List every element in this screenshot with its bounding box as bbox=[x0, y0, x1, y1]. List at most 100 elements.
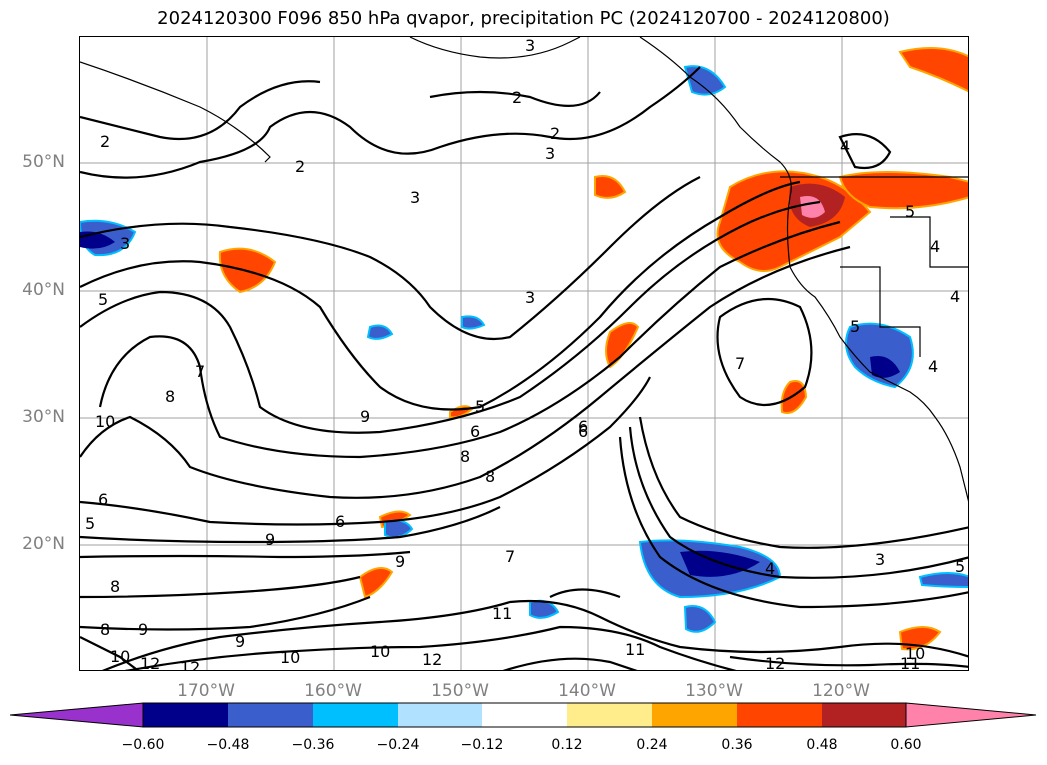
precip-negative-patches bbox=[80, 65, 968, 633]
lon-label-160w: 160°W bbox=[304, 681, 362, 701]
colorbar-outline bbox=[142, 702, 907, 728]
precip-patch bbox=[358, 567, 394, 599]
contour-label: 9 bbox=[265, 530, 275, 549]
contour-label: 6 bbox=[578, 417, 588, 436]
precip-patch bbox=[683, 65, 727, 96]
contour-6 bbox=[98, 220, 841, 459]
contour-label: 2 bbox=[295, 157, 305, 176]
lon-label-120w: 120°W bbox=[812, 681, 870, 701]
state-borders bbox=[840, 266, 921, 357]
contour-label: 12 bbox=[180, 658, 200, 671]
contour-label: 11 bbox=[625, 640, 645, 659]
colorbar-swatch bbox=[482, 703, 567, 727]
contour-label: 5 bbox=[98, 290, 108, 309]
contour-label: 7 bbox=[735, 354, 745, 373]
contour-label: 12 bbox=[765, 654, 785, 671]
contour-label: 9 bbox=[235, 632, 245, 651]
precip-patch bbox=[918, 572, 968, 588]
colorbar-tick: −0.24 bbox=[376, 737, 420, 753]
contour-label: 2 bbox=[512, 88, 522, 107]
contour-label: 10 bbox=[370, 642, 390, 661]
colorbar-tick: 0.12 bbox=[551, 737, 583, 753]
contour-label: 8 bbox=[100, 620, 110, 639]
contour-label: 11 bbox=[900, 654, 920, 671]
coastline-alaska bbox=[409, 37, 581, 59]
colorbar-swatch bbox=[822, 703, 906, 727]
contour-label: 4 bbox=[765, 559, 775, 578]
contour-label: 6 bbox=[335, 512, 345, 531]
contour-3 bbox=[80, 176, 701, 341]
lat-label-20n: 20°N bbox=[22, 534, 65, 554]
contour-7 bbox=[80, 245, 851, 499]
lat-label-30n: 30°N bbox=[22, 407, 65, 427]
contour-12 bbox=[729, 655, 968, 668]
map-svg: 3 2 2 3 3 2 2 3 5 3 7 8 10 6 5 9 9 8 8 6… bbox=[80, 37, 968, 671]
contour-label: 11 bbox=[492, 604, 512, 623]
contour-label: 8 bbox=[165, 387, 175, 406]
contour-5 bbox=[716, 297, 813, 407]
qvapor-contours bbox=[80, 66, 968, 670]
contour-label: 5 bbox=[955, 557, 965, 576]
contour-3 bbox=[638, 416, 968, 549]
coastline-aleutians bbox=[80, 61, 271, 163]
colorbar-tick: 0.48 bbox=[806, 737, 838, 753]
colorbar-swatch bbox=[567, 703, 652, 727]
contour-9 bbox=[80, 595, 371, 631]
contour-label: 6 bbox=[470, 422, 480, 441]
precip-patch bbox=[683, 605, 717, 633]
contour-label: 9 bbox=[360, 407, 370, 426]
contour-label: 3 bbox=[525, 37, 535, 55]
contour-label: 4 bbox=[930, 237, 940, 256]
precip-patch bbox=[870, 356, 900, 378]
contour-label: 10 bbox=[95, 412, 115, 431]
colorbar-tick: −0.12 bbox=[460, 737, 504, 753]
graticule bbox=[80, 37, 968, 670]
lon-label-130w: 130°W bbox=[685, 681, 743, 701]
colorbar-tick: −0.36 bbox=[291, 737, 335, 753]
contour-label: 10 bbox=[110, 647, 130, 666]
contour-label: 4 bbox=[950, 287, 960, 306]
contour-8 bbox=[80, 376, 651, 526]
contour-label: 3 bbox=[545, 144, 555, 163]
precip-patch bbox=[366, 324, 394, 340]
coastline-north-america bbox=[639, 37, 968, 502]
contour-5 bbox=[80, 200, 821, 434]
colorbar-tick: −0.60 bbox=[121, 737, 165, 753]
contour-9 bbox=[80, 506, 501, 544]
contour-2 bbox=[429, 90, 601, 107]
contour-9 bbox=[80, 550, 411, 559]
lat-label-40n: 40°N bbox=[22, 280, 65, 300]
precip-patch bbox=[898, 47, 968, 93]
contour-label: 12 bbox=[140, 654, 160, 671]
contour-12 bbox=[80, 636, 140, 670]
contour-label: 9 bbox=[395, 552, 405, 571]
precip-patch bbox=[780, 380, 808, 414]
contour-label: 5 bbox=[85, 514, 95, 533]
colorbar-tick: 0.60 bbox=[890, 737, 922, 753]
contour-label: 9 bbox=[138, 620, 148, 639]
contour-5 bbox=[618, 436, 968, 609]
colorbar-extend-low bbox=[10, 702, 144, 728]
map-title: 2024120300 F096 850 hPa qvapor, precipit… bbox=[157, 8, 890, 29]
contour-4 bbox=[628, 426, 968, 579]
contour-12 bbox=[502, 657, 638, 670]
contour-2 bbox=[80, 80, 321, 141]
contour-3 bbox=[80, 66, 701, 179]
contour-label: 3 bbox=[875, 550, 885, 569]
contour-4 bbox=[838, 133, 892, 170]
precip-patch bbox=[594, 175, 627, 199]
contour-label: 5 bbox=[850, 317, 860, 336]
contour-label: 2 bbox=[550, 124, 560, 143]
contour-label: 12 bbox=[422, 650, 442, 669]
contour-11 bbox=[124, 625, 737, 670]
contour-label: 2 bbox=[100, 132, 110, 151]
contour-label: 8 bbox=[460, 447, 470, 466]
contour-label: 5 bbox=[905, 202, 915, 221]
colorbar-tick: 0.36 bbox=[721, 737, 753, 753]
lon-label-140w: 140°W bbox=[558, 681, 616, 701]
precip-patch bbox=[838, 171, 968, 210]
state-borders bbox=[890, 216, 968, 268]
contour-8 bbox=[80, 575, 361, 599]
lon-label-170w: 170°W bbox=[177, 681, 235, 701]
contour-label: 6 bbox=[578, 422, 588, 441]
